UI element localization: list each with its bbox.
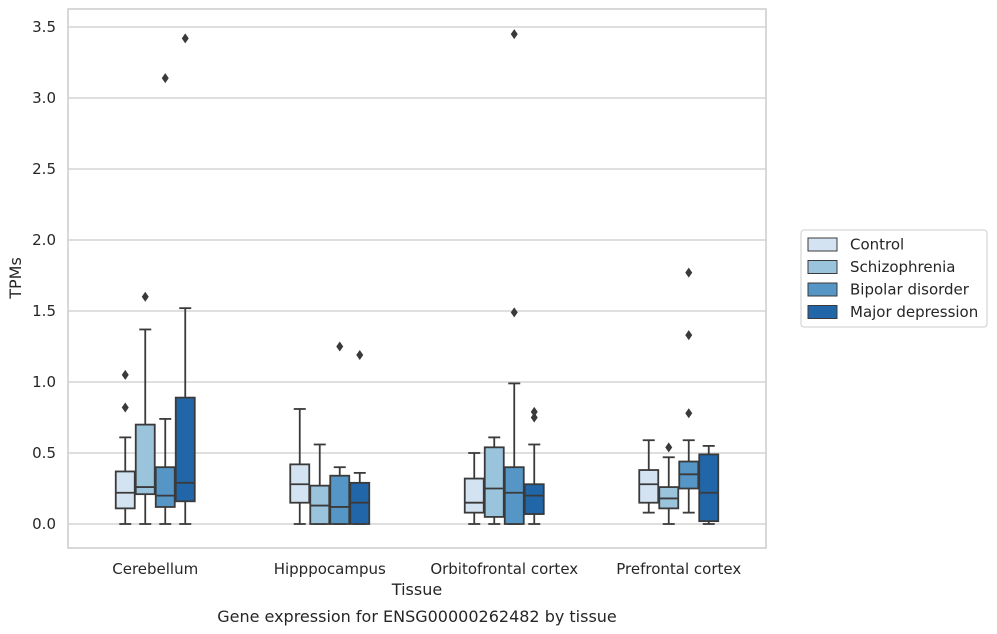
box-major-depression	[523, 406, 545, 525]
x-tick-label: Cerebellum	[112, 560, 198, 578]
outlier-point	[685, 267, 693, 278]
box-iqr	[638, 469, 660, 504]
chart-caption: Gene expression for ENSG00000262482 by t…	[217, 607, 617, 626]
y-gridlines	[68, 26, 766, 525]
box-iqr	[698, 453, 720, 523]
box-schizophrenia	[134, 291, 156, 525]
x-tick-label: Prefrontal cortex	[616, 560, 741, 578]
legend-label: Major depression	[850, 303, 978, 321]
outlier-point	[121, 402, 129, 413]
legend-frame	[800, 229, 988, 328]
box-major-depression	[349, 350, 371, 525]
box-schizophrenia	[483, 436, 505, 525]
x-tick-label: Orbitofrontal cortex	[430, 560, 578, 578]
plot-frame	[67, 8, 767, 549]
box-bipolar-disorder	[154, 73, 176, 525]
outlier-point	[510, 29, 518, 40]
y-tick-label: 0.0	[32, 515, 56, 533]
box-bipolar-disorder	[503, 29, 525, 525]
legend: Control Schizophrenia Bipolar disorder Majo…	[800, 229, 988, 328]
legend-label: Bipolar disorder	[850, 281, 970, 299]
box-iqr	[329, 474, 351, 525]
y-tick-label: 3.0	[32, 89, 56, 107]
y-tick-label: 2.5	[32, 160, 56, 178]
outlier-point	[181, 33, 189, 44]
y-tick-label: 1.0	[32, 373, 56, 391]
outlier-point	[121, 369, 129, 380]
y-tick-label: 3.5	[32, 18, 56, 36]
outlier-point	[161, 73, 169, 84]
outlier-point	[530, 406, 538, 417]
box-iqr	[174, 396, 196, 503]
box-bipolar-disorder	[678, 267, 700, 514]
legend-label: Control	[850, 236, 904, 254]
box-bipolar-disorder	[329, 341, 351, 525]
box-major-depression	[698, 444, 720, 525]
box-iqr	[523, 483, 545, 515]
box-control	[638, 439, 660, 514]
legend-label: Schizophrenia	[850, 258, 955, 276]
outlier-point	[510, 307, 518, 318]
outlier-point	[356, 350, 364, 361]
box-schizophrenia	[309, 443, 331, 525]
box-iqr	[154, 466, 176, 508]
box-iqr	[483, 446, 505, 518]
y-tick-label: 0.5	[32, 444, 56, 462]
x-tick-label: Hipppocampus	[274, 560, 386, 578]
y-tick-label: 2.0	[32, 231, 56, 249]
x-tick-labels: Cerebellum Hipppocampus Orbitofrontal cort…	[112, 560, 741, 578]
outlier-point	[685, 330, 693, 341]
legend-swatch	[807, 237, 838, 252]
y-tick-label: 1.5	[32, 302, 56, 320]
box-iqr	[134, 423, 156, 496]
box-iqr	[114, 470, 136, 510]
legend-swatch	[807, 282, 838, 297]
box-iqr	[463, 477, 485, 514]
outlier-point	[665, 442, 673, 453]
box-major-depression	[174, 33, 196, 525]
box-control	[463, 452, 485, 525]
legend-swatch	[807, 305, 838, 319]
legend-swatch	[807, 260, 838, 274]
box-iqr	[503, 466, 525, 525]
box-series	[114, 29, 720, 525]
y-axis-label: TPMs	[6, 257, 25, 300]
x-axis-label: Tissue	[391, 580, 442, 599]
outlier-point	[141, 291, 149, 302]
y-tick-labels: 0.0 0.5 1.0 1.5 2.0 2.5 3.0 3.5	[32, 18, 56, 533]
box-schizophrenia	[658, 442, 680, 525]
outlier-point	[530, 412, 538, 423]
box-control	[114, 369, 136, 525]
outlier-point	[685, 408, 693, 419]
outlier-point	[336, 341, 344, 352]
box-control	[289, 408, 311, 525]
